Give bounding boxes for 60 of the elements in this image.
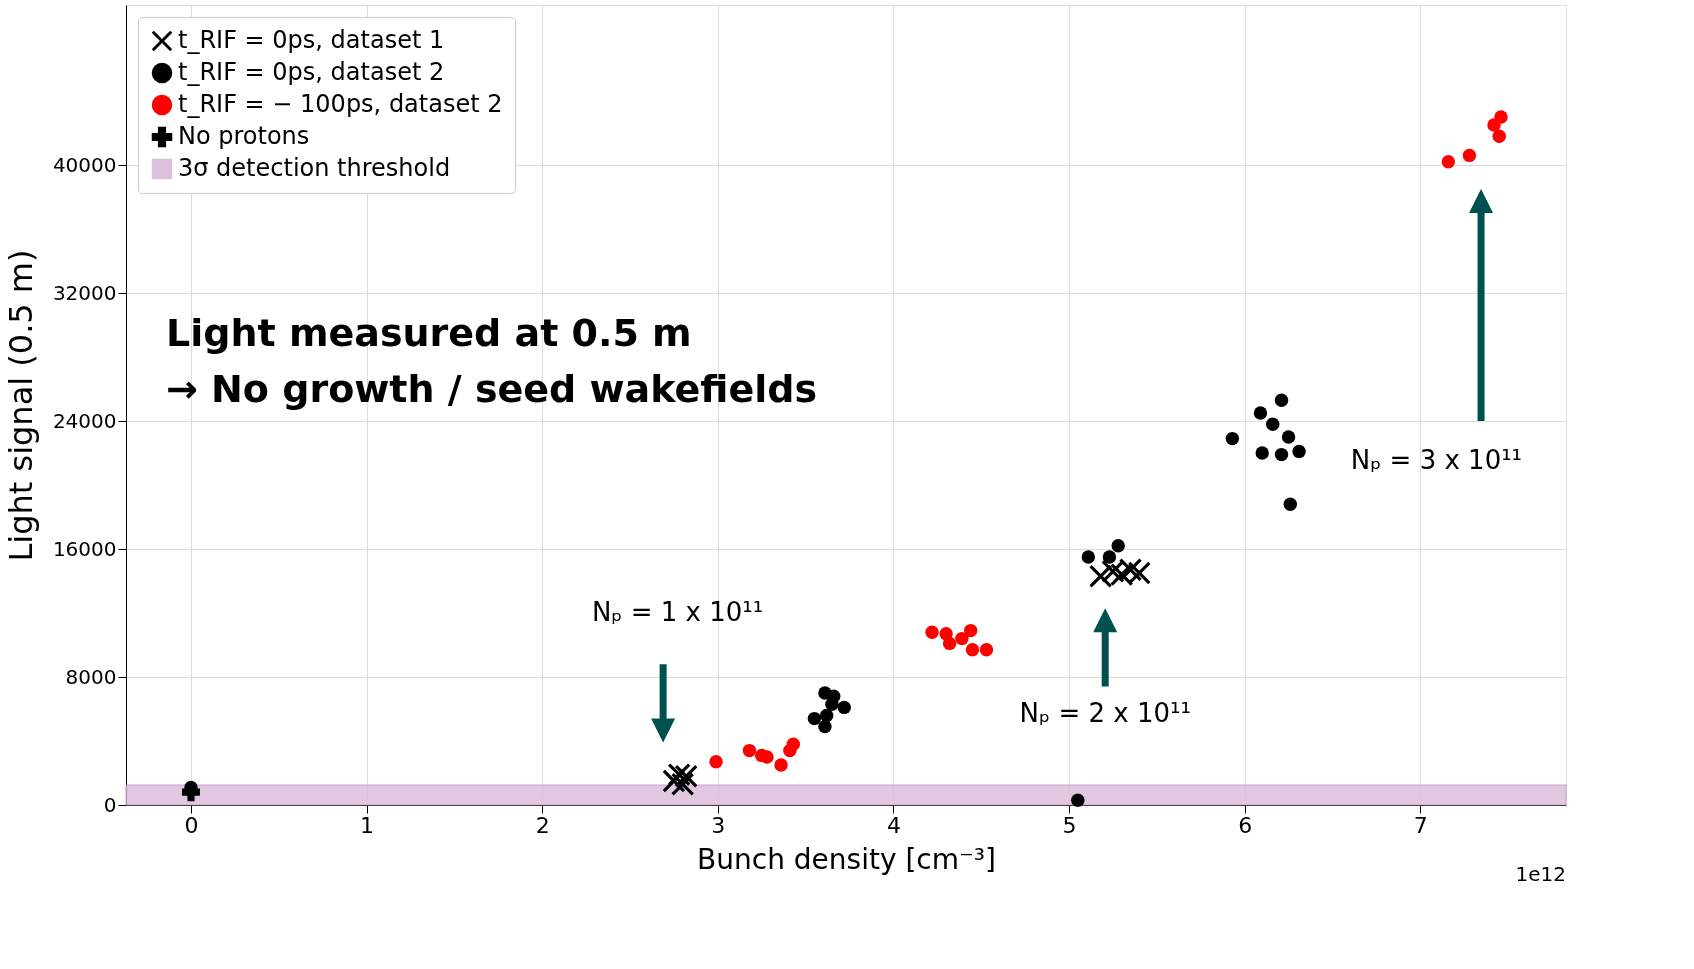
x-tick-label: 6	[1238, 812, 1253, 838]
point	[742, 743, 757, 758]
point	[1494, 110, 1508, 124]
annotation: → No growth / seed wakefields	[166, 367, 818, 411]
point	[1492, 129, 1506, 143]
x-tick-label: 7	[1413, 812, 1428, 838]
x-tick-label: 3	[711, 812, 726, 838]
point	[1462, 148, 1477, 163]
x-tick-label: 0	[184, 812, 199, 838]
legend-label: t_RIF = 0ps, dataset 2	[178, 58, 445, 86]
y-tick-label: 24000	[52, 408, 117, 433]
y-tick-label: 40000	[52, 152, 117, 177]
point	[925, 625, 939, 639]
point	[1283, 497, 1297, 511]
legend-label: 3σ detection threshold	[178, 154, 451, 182]
point	[837, 700, 851, 715]
legend-label: t_RIF = − 100ps, dataset 2	[178, 90, 503, 118]
text: 1e12	[1515, 862, 1566, 886]
annotation: Light measured at 0.5 m	[166, 311, 692, 355]
y-tick-label: 0	[103, 792, 117, 817]
point	[709, 755, 723, 769]
point	[760, 750, 774, 764]
point	[675, 765, 698, 788]
y-tick-label: 16000	[52, 536, 117, 561]
annotation: Nₚ = 1 x 10¹¹	[591, 597, 764, 627]
point	[1102, 550, 1117, 564]
point	[1253, 406, 1268, 420]
point	[786, 737, 801, 751]
point	[1292, 444, 1306, 459]
x-tick-label: 5	[1062, 812, 1077, 838]
x-tick-label: 1	[360, 812, 375, 838]
point	[1255, 446, 1269, 460]
point	[1225, 431, 1240, 446]
point	[965, 643, 980, 657]
point	[942, 636, 957, 651]
legend-label: No protons	[178, 122, 310, 150]
point	[1274, 447, 1289, 462]
point	[955, 631, 969, 646]
legend-label: t_RIF = 0ps, dataset 1	[178, 26, 445, 54]
x-axis-title: Bunch density [cm⁻³]	[697, 842, 996, 876]
annotation: Nₚ = 2 x 10¹¹	[1019, 697, 1191, 728]
point	[1281, 430, 1296, 444]
y-tick-label: 32000	[52, 280, 117, 305]
y-axis-title: Light signal (0.5 m)	[1, 249, 40, 562]
point	[1274, 393, 1289, 407]
point	[1081, 550, 1096, 564]
annotation: Nₚ = 3 x 10¹¹	[1350, 445, 1523, 475]
point	[1071, 793, 1085, 807]
point	[1441, 155, 1456, 169]
point	[1111, 539, 1125, 553]
point	[807, 711, 822, 726]
y-tick-label: 8000	[65, 664, 117, 689]
point	[979, 643, 994, 657]
x-tick-label: 4	[886, 812, 901, 838]
point	[774, 758, 788, 772]
x-tick-label: 2	[535, 812, 550, 838]
point	[825, 697, 839, 711]
point	[1266, 417, 1280, 431]
point	[963, 623, 978, 638]
point	[818, 719, 832, 734]
